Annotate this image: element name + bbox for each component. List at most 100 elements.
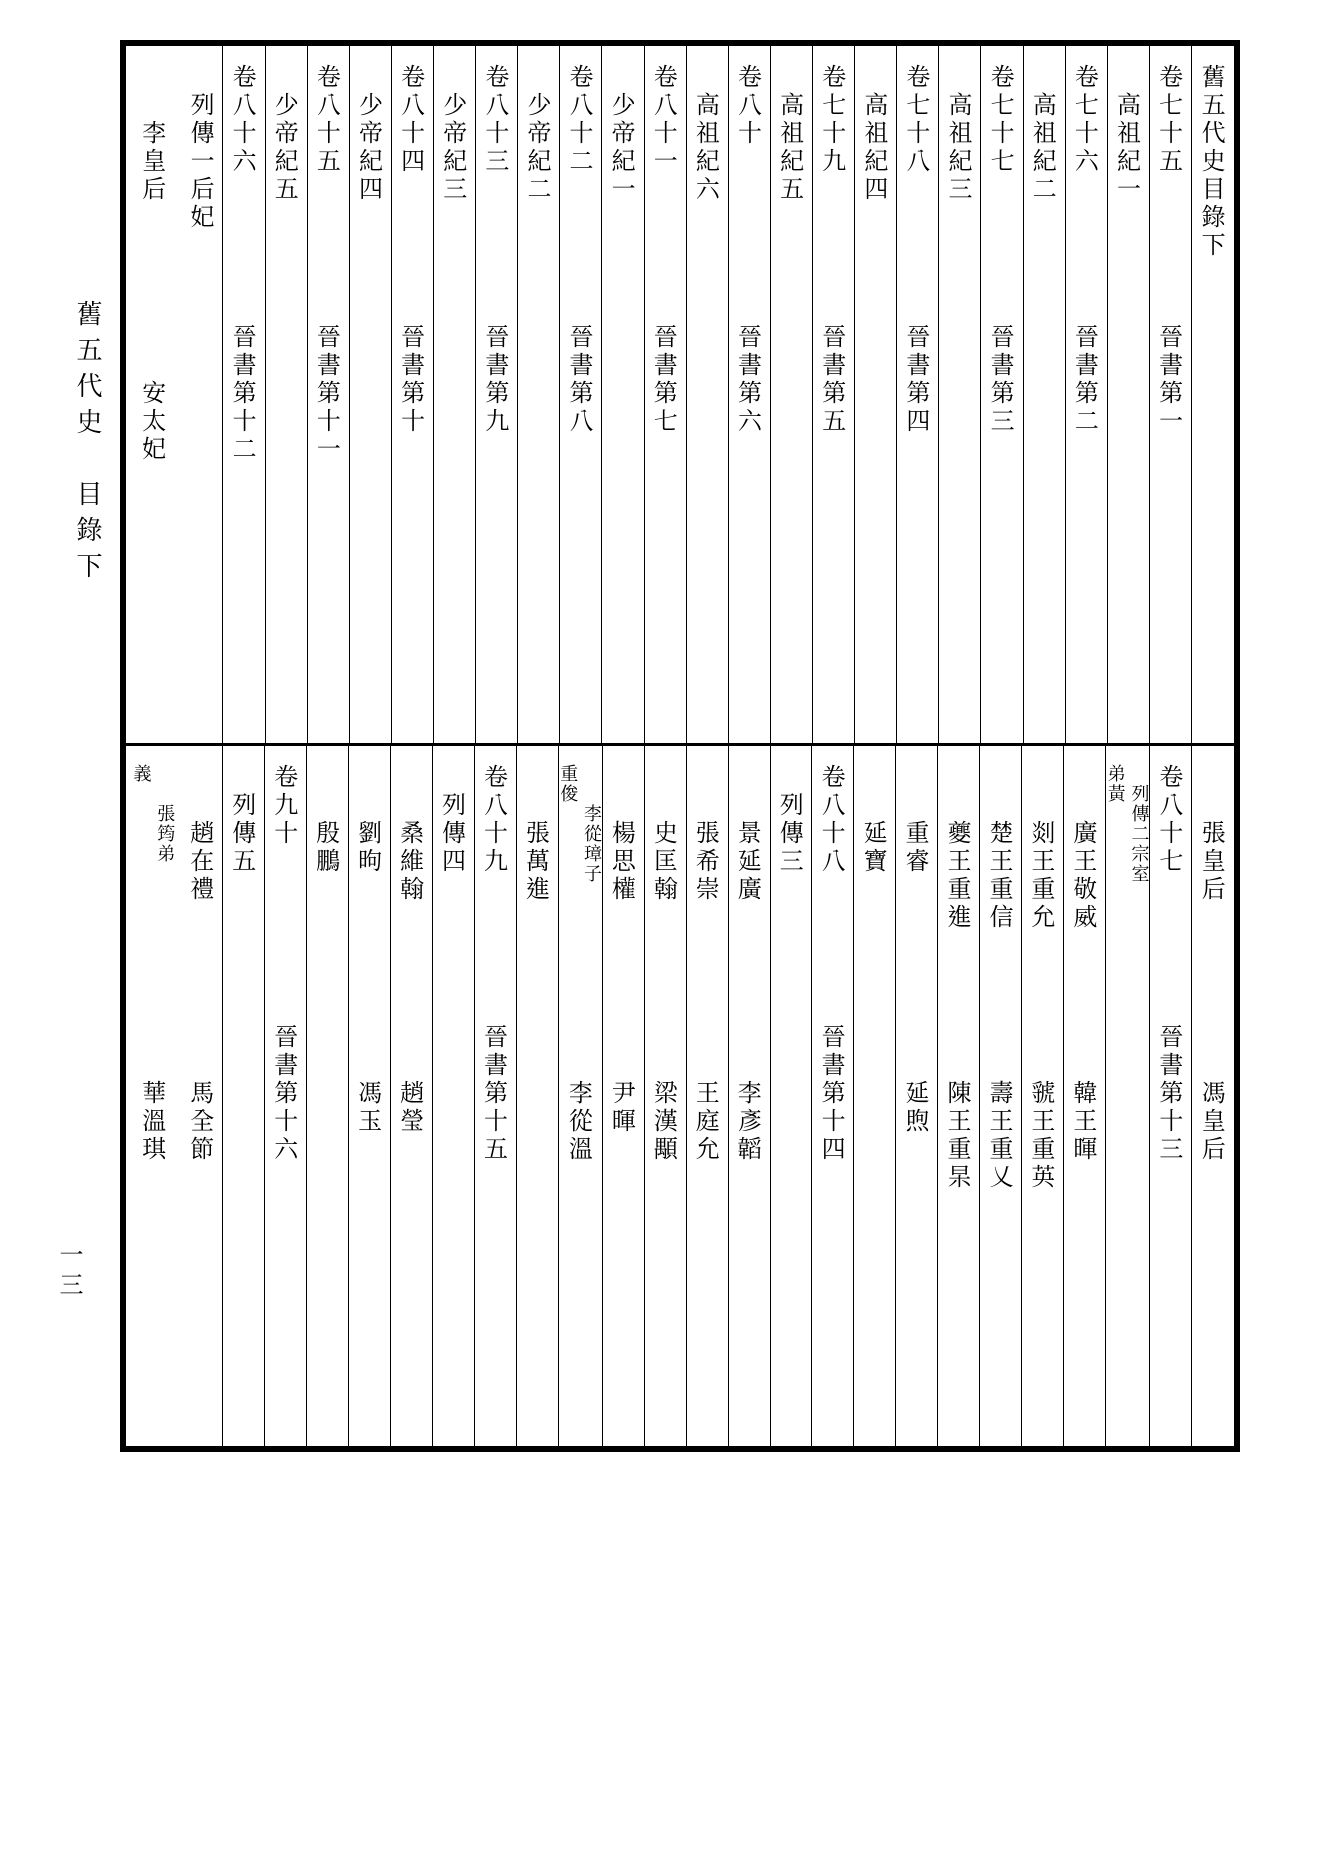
toc-entry: 虢王重英	[1030, 1024, 1056, 1192]
column-upper: 張皇后	[1200, 764, 1226, 1004]
toc-entry: 晉書第十二	[231, 324, 257, 464]
toc-entry: 少帝紀一	[610, 64, 636, 204]
toc-entry: 張希崇	[694, 764, 720, 904]
column-upper: 列傳二宗室弟黃	[1106, 764, 1150, 1004]
column-lower: 晉書第十	[399, 304, 425, 743]
toc-entry: 高祖紀三	[947, 64, 973, 204]
toc-column: 少帝紀三	[434, 46, 476, 743]
page-number: 一三	[54, 1242, 89, 1302]
column-upper: 卷九十	[272, 764, 298, 1004]
column-lower: 晉書第十五	[482, 1004, 508, 1446]
column-upper: 剡王重允	[1030, 764, 1056, 1004]
toc-entry: 卷七十七	[989, 64, 1015, 176]
toc-entry: 楚王重信	[988, 764, 1014, 932]
toc-column: 張筠弟義 華溫琪	[126, 746, 181, 1446]
toc-column: 楊思權 尹暉	[603, 746, 645, 1446]
column-upper: 卷八十三	[483, 64, 509, 304]
toc-column: 剡王重允 虢王重英	[1022, 746, 1064, 1446]
toc-entry: 李皇后	[140, 64, 166, 204]
column-lower: 陳王重杲	[946, 1004, 972, 1446]
toc-entry: 晉書第八	[568, 324, 594, 436]
toc-column: 高祖紀五	[771, 46, 813, 743]
toc-entry: 陳王重杲	[946, 1024, 972, 1192]
column-lower: 晉書第三	[989, 304, 1015, 743]
toc-entry: 夔王重進	[946, 764, 972, 932]
toc-entry: 景延廣	[736, 764, 762, 904]
toc-column: 高祖紀一	[1108, 46, 1150, 743]
toc-entry: 高祖紀四	[862, 64, 888, 204]
toc-column: 高祖紀二	[1024, 46, 1066, 743]
toc-entry: 趙在禮	[188, 764, 214, 904]
page: 舊五代史 目錄下 舊五代史目錄下卷七十五晉書第一 高祖紀一卷七十六晉書第二 高祖…	[60, 40, 1262, 1452]
toc-entry: 晉書第五	[820, 324, 846, 436]
toc-entry: 晉書第十一	[315, 324, 341, 464]
column-lower: 晉書第八	[568, 304, 594, 743]
toc-column: 卷八十四晉書第十	[392, 46, 434, 743]
column-upper: 卷八十六	[231, 64, 257, 304]
toc-column: 少帝紀一	[602, 46, 644, 743]
toc-entry: 義	[132, 764, 152, 1004]
toc-entry: 高祖紀一	[1115, 64, 1141, 204]
toc-entry: 史匡翰	[652, 764, 678, 904]
column-upper: 張萬進	[524, 764, 550, 1004]
column-lower: 晉書第九	[483, 304, 509, 743]
toc-entry: 馬全節	[188, 1024, 214, 1164]
toc-column: 李從璋子重俊 李從溫	[559, 746, 603, 1446]
toc-column: 卷八十一晉書第七	[645, 46, 687, 743]
column-upper: 殷鵬	[314, 764, 340, 1004]
toc-entry: 卷八十九	[482, 764, 508, 876]
toc-column: 劉昫 馮玉	[349, 746, 391, 1446]
toc-entry: 卷七十六	[1073, 64, 1099, 176]
column-lower: 晉書第十四	[820, 1004, 846, 1446]
toc-entry: 卷八十二	[568, 64, 594, 176]
column-upper: 高祖紀四	[862, 64, 888, 304]
toc-entry: 晉書第十	[399, 324, 425, 436]
column-lower: 晉書第二	[1073, 304, 1099, 743]
column-upper: 少帝紀二	[526, 64, 552, 304]
column-lower: 延煦	[904, 1004, 930, 1446]
toc-column: 卷八十三晉書第九	[476, 46, 518, 743]
column-upper: 卷八十四	[399, 64, 425, 304]
toc-entry: 梁漢顒	[652, 1024, 678, 1164]
column-upper: 列傳五	[230, 764, 256, 1004]
toc-entry: 晉書第十三	[1157, 1024, 1183, 1164]
column-lower: 王庭允	[694, 1004, 720, 1446]
toc-entry: 舊五代史目錄下	[1200, 64, 1226, 260]
column-upper: 張希崇	[694, 764, 720, 1004]
toc-entry: 趙瑩	[398, 1024, 424, 1136]
toc-column: 卷八十七晉書第十三	[1150, 746, 1192, 1446]
toc-column: 少帝紀五	[266, 46, 308, 743]
toc-column: 列傳一后妃	[181, 46, 223, 743]
toc-entry: 列傳三	[778, 764, 804, 876]
column-upper: 列傳一后妃	[189, 64, 215, 304]
column-upper: 劉昫	[356, 764, 382, 1004]
column-lower: 梁漢顒	[652, 1004, 678, 1446]
toc-entry: 高祖紀五	[778, 64, 804, 204]
column-upper: 列傳四	[440, 764, 466, 1004]
column-lower: 尹暉	[610, 1004, 636, 1446]
toc-entry: 晉書第一	[1157, 324, 1183, 436]
toc-column: 卷八十五晉書第十一	[308, 46, 350, 743]
column-upper: 楚王重信	[988, 764, 1014, 1004]
toc-column: 楚王重信 壽王重乂	[980, 746, 1022, 1446]
column-lower: 晉書第四	[905, 304, 931, 743]
toc-entry: 高祖紀六	[694, 64, 720, 204]
top-half: 舊五代史目錄下卷七十五晉書第一 高祖紀一卷七十六晉書第二 高祖紀二卷七十七晉書第…	[126, 46, 1234, 746]
column-upper: 列傳三	[778, 764, 804, 1004]
column-lower: 晉書第十二	[231, 304, 257, 743]
toc-column: 高祖紀四	[855, 46, 897, 743]
column-upper: 李從璋子重俊	[558, 764, 602, 1004]
column-upper: 卷七十六	[1073, 64, 1099, 304]
column-upper: 史匡翰	[652, 764, 678, 1004]
toc-entry: 張萬進	[524, 764, 550, 904]
column-upper: 卷八十九	[482, 764, 508, 1004]
column-lower: 馬全節	[188, 1004, 214, 1446]
toc-entry: 尹暉	[610, 1024, 636, 1136]
toc-entry: 卷八十三	[483, 64, 509, 176]
toc-column: 列傳四	[433, 746, 475, 1446]
toc-column: 列傳三	[771, 746, 813, 1446]
toc-entry: 少帝紀二	[526, 64, 552, 204]
column-upper: 卷八十一	[652, 64, 678, 304]
toc-entry: 韓王暉	[1071, 1024, 1097, 1164]
column-upper: 高祖紀一	[1115, 64, 1141, 304]
